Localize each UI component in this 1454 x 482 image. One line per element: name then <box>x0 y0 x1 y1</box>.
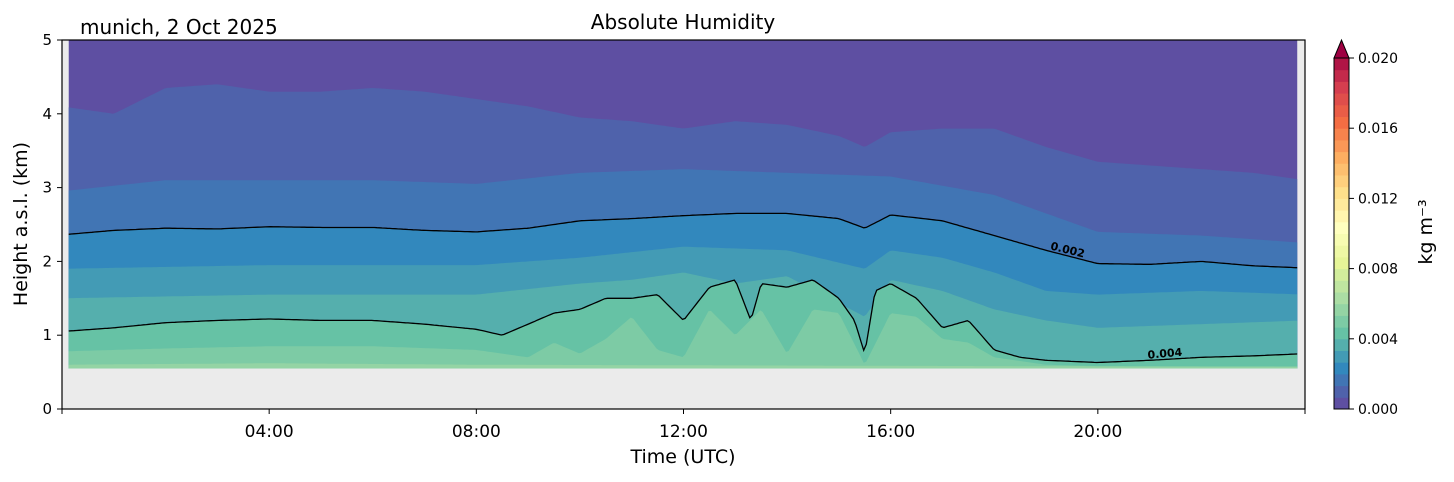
colorbar-segment <box>1334 128 1349 141</box>
contour-band <box>68 309 1298 369</box>
colorbar-segment <box>1334 373 1349 387</box>
y-tick-label: 1 <box>42 326 52 344</box>
colorbar-tick-label: 0.020 <box>1358 51 1398 67</box>
colorbar-label: kg m⁻³ <box>1415 199 1437 264</box>
colorbar-segment <box>1334 221 1349 234</box>
colorbar-segment <box>1334 93 1349 106</box>
colorbar-segment <box>1334 256 1349 270</box>
colorbar-segment <box>1334 315 1349 328</box>
colorbar-segment <box>1334 292 1349 305</box>
contour-band <box>68 280 1298 369</box>
x-axis-label: Time (UTC) <box>629 446 735 468</box>
x-tick-label: 20:00 <box>1073 422 1122 442</box>
x-tick-label: 16:00 <box>866 422 915 442</box>
x-tick-label: 08:00 <box>452 422 501 442</box>
y-tick-label: 5 <box>42 31 52 49</box>
colorbar-segment <box>1334 397 1349 410</box>
colorbar-segment <box>1334 116 1349 129</box>
colorbar-tick-label: 0.004 <box>1358 332 1398 348</box>
y-tick-label: 4 <box>42 105 52 123</box>
colorbar-segment <box>1334 245 1349 258</box>
colorbar-segment <box>1334 268 1349 281</box>
colorbar-tick-label: 0.008 <box>1358 262 1398 278</box>
y-tick-label: 0 <box>42 400 52 418</box>
colorbar-segment <box>1334 186 1349 199</box>
y-axis-label: Height a.s.l. (km) <box>10 142 32 306</box>
y-tick-label: 2 <box>42 252 52 270</box>
chart-title: Absolute Humidity <box>591 10 776 34</box>
colorbar-segment <box>1334 151 1349 164</box>
colorbar-segment <box>1334 327 1349 340</box>
x-tick-label: 12:00 <box>659 422 708 442</box>
colorbar-segment <box>1334 198 1349 211</box>
colorbar-segment <box>1334 163 1349 176</box>
contour-line <box>68 279 1298 364</box>
y-tick-label: 3 <box>42 179 52 197</box>
contour-band <box>68 363 1298 369</box>
colorbar-segment <box>1334 233 1349 246</box>
colorbar-segment <box>1334 362 1349 375</box>
contour-line <box>68 212 1298 269</box>
colorbar-extend-max <box>1333 38 1350 59</box>
colorbar-segment <box>1334 338 1349 351</box>
axes: 0 1 2 3 4 5 04:00 08:00 12:00 16:00 20:00 <box>42 31 1306 442</box>
colorbar-segment <box>1334 58 1349 71</box>
x-tick-label: 04:00 <box>245 422 294 442</box>
colorbar-segment <box>1334 69 1349 82</box>
colorbar-segment <box>1334 280 1349 293</box>
colorbar-segment <box>1334 385 1349 398</box>
colorbar-tick-label: 0.016 <box>1358 121 1398 137</box>
colorbar-segment <box>1334 303 1349 316</box>
colorbar-segment <box>1334 210 1349 223</box>
colorbar-segment <box>1334 81 1349 94</box>
colorbar-tick-label: 0.012 <box>1358 191 1398 207</box>
colorbar-segment <box>1334 175 1349 188</box>
colorbar-segment <box>1334 104 1349 117</box>
colorbar-frame <box>1333 57 1350 410</box>
colorbar-tick-label: 0.000 <box>1358 402 1398 418</box>
colorbar: 0.000 0.004 0.008 0.012 0.016 0.020 <box>1333 38 1398 418</box>
colorbar-segment <box>1334 139 1349 153</box>
contour-label: 0.004 <box>1147 346 1183 362</box>
colorbar-segment <box>1334 350 1349 363</box>
chart-subtitle: munich, 2 Oct 2025 <box>80 15 278 39</box>
